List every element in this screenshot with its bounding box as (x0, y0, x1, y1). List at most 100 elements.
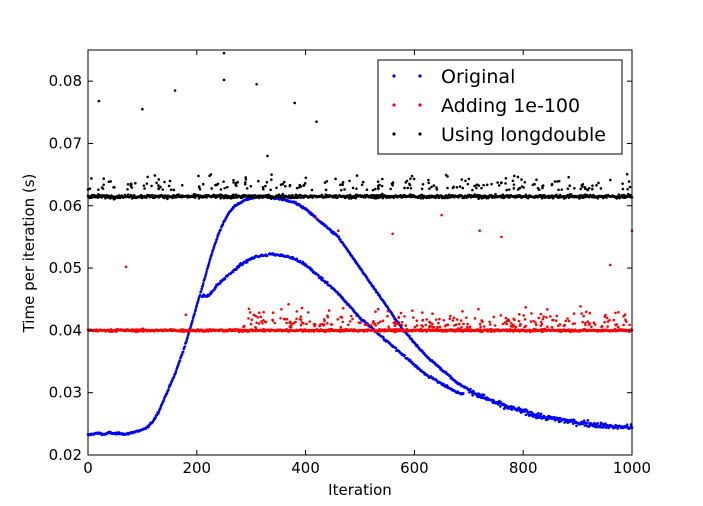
using-longdouble-point-1012 (360, 183, 364, 187)
adding-1e-100-point-1099 (549, 315, 552, 318)
using-longdouble-point-1176 (378, 183, 381, 187)
adding-1e-100-point-1261 (124, 265, 128, 269)
adding-1e-100-point-1205 (458, 322, 461, 326)
original-point-1231 (537, 412, 540, 415)
adding-1e-100-point-1198 (247, 307, 251, 311)
adding-1e-100-point-1158 (437, 321, 440, 325)
adding-1e-100-point-1237 (392, 321, 396, 325)
adding-1e-100-point-1030 (300, 306, 304, 310)
using-longdouble-point-1059 (262, 187, 265, 191)
using-longdouble-point-1028 (244, 178, 248, 181)
using-longdouble-point-1110 (257, 179, 260, 183)
adding-1e-100-point-1132 (468, 325, 472, 329)
using-longdouble-point-1153 (427, 178, 430, 182)
axes-layer: 0 200 400 600 800 1000 0.02 0.03 0.04 0.05 0.06 0.0… (49, 50, 651, 477)
adding-1e-100-point-1102 (587, 323, 591, 326)
x-tick-label-0: 0 (83, 459, 93, 477)
adding-1e-100-point-1195 (488, 320, 491, 324)
original-point-1355 (604, 426, 608, 429)
adding-1e-100-point-1032 (396, 322, 400, 326)
using-longdouble-point-1118 (157, 178, 161, 181)
using-longdouble-point-1099 (302, 184, 305, 187)
adding-1e-100-point-1104 (462, 322, 465, 326)
using-longdouble-point-1037 (621, 182, 624, 185)
adding-1e-100-point-1142 (260, 320, 263, 323)
adding-1e-100-point-1068 (363, 323, 367, 327)
using-longdouble-point-1015 (261, 186, 265, 189)
adding-1e-100-point-1006 (514, 325, 518, 329)
adding-1e-100-point-1250 (539, 312, 543, 316)
adding-1e-100-point-1212 (369, 324, 373, 327)
adding-1e-100-point-1192 (546, 325, 549, 329)
using-longdouble-point-1105 (595, 184, 598, 187)
adding-1e-100-point-1233 (580, 312, 583, 315)
y-tick-label-0.03: 0.03 (49, 384, 82, 402)
adding-1e-100-point-1216 (603, 320, 606, 324)
original-point-599 (317, 274, 320, 277)
adding-1e-100-point-1148 (562, 324, 566, 328)
adding-1e-100-point-1225 (606, 325, 609, 328)
using-longdouble-point-1212 (541, 184, 545, 187)
adding-1e-100-point-1141 (404, 324, 408, 327)
using-longdouble-point-1054 (535, 178, 538, 182)
adding-1e-100-point-1042 (518, 324, 522, 327)
adding-1e-100-point-1244 (285, 321, 288, 325)
legend-entry-original: Original (392, 66, 515, 88)
legend-marker-original (392, 74, 396, 78)
adding-1e-100-point-1252 (428, 325, 431, 329)
using-longdouble-point-1038 (568, 184, 572, 188)
using-longdouble-point-1064 (516, 175, 520, 179)
using-longdouble-point-1115 (201, 182, 205, 186)
x-tick-label-600: 600 (400, 459, 429, 477)
using-longdouble-point-1205 (157, 184, 160, 187)
using-longdouble-point-1080 (428, 187, 431, 190)
adding-1e-100-point-1036 (622, 323, 625, 327)
adding-1e-100-point-1262 (184, 313, 188, 317)
using-longdouble-point-1172 (279, 183, 283, 186)
original-point-537 (298, 259, 302, 263)
adding-1e-100-point-1023 (255, 321, 258, 324)
adding-1e-100-point-1052 (259, 315, 263, 319)
using-longdouble-point-1228 (315, 120, 318, 123)
using-longdouble-point-656 (443, 196, 447, 200)
adding-1e-100-point-1024 (482, 325, 486, 328)
original-point-196 (193, 312, 196, 315)
original-point-203 (197, 298, 200, 302)
adding-1e-100-point-1187 (479, 325, 482, 329)
adding-1e-100-point-1001 (592, 321, 596, 325)
adding-1e-100-point-1008 (341, 320, 345, 324)
using-longdouble-point-1191 (145, 182, 149, 185)
using-longdouble-point-575 (399, 194, 403, 197)
adding-1e-100-point-1092 (295, 317, 298, 321)
adding-1e-100-point-1048 (257, 322, 261, 325)
adding-1e-100-point-1077 (541, 317, 545, 321)
using-longdouble-point-1086 (343, 188, 346, 191)
adding-1e-100-point-1268 (500, 235, 503, 239)
adding-1e-100-point-1067 (295, 310, 299, 313)
using-longdouble-point-1027 (461, 186, 465, 190)
using-longdouble-point-197 (193, 196, 197, 199)
original-point-258 (214, 286, 218, 289)
y-tick-label-0.05: 0.05 (49, 259, 82, 277)
using-longdouble-point-146 (166, 197, 169, 201)
original-point-865 (394, 346, 398, 350)
using-longdouble-point-1217 (153, 174, 157, 177)
using-longdouble-point-1089 (518, 186, 522, 190)
original-point-245 (210, 251, 214, 255)
using-longdouble-point-1188 (351, 186, 355, 190)
adding-1e-100-point-1100 (397, 315, 400, 319)
using-longdouble-point-1109 (249, 184, 253, 188)
using-longdouble-point-1214 (157, 187, 161, 191)
adding-1e-100-point-1137 (517, 319, 521, 323)
original-point-1315 (582, 419, 586, 422)
using-longdouble-point-1142 (215, 183, 219, 187)
adding-1e-100-point-1247 (250, 318, 254, 322)
using-longdouble-point-482 (348, 193, 352, 197)
using-longdouble-point-1195 (485, 183, 489, 187)
legend-marker-longdouble (418, 132, 422, 136)
using-longdouble-point-1036 (159, 185, 162, 189)
adding-1e-100-point-1188 (454, 323, 458, 326)
adding-1e-100-point-1123 (254, 325, 257, 329)
original-point-1394 (625, 423, 629, 427)
adding-1e-100-point-1253 (614, 311, 617, 315)
